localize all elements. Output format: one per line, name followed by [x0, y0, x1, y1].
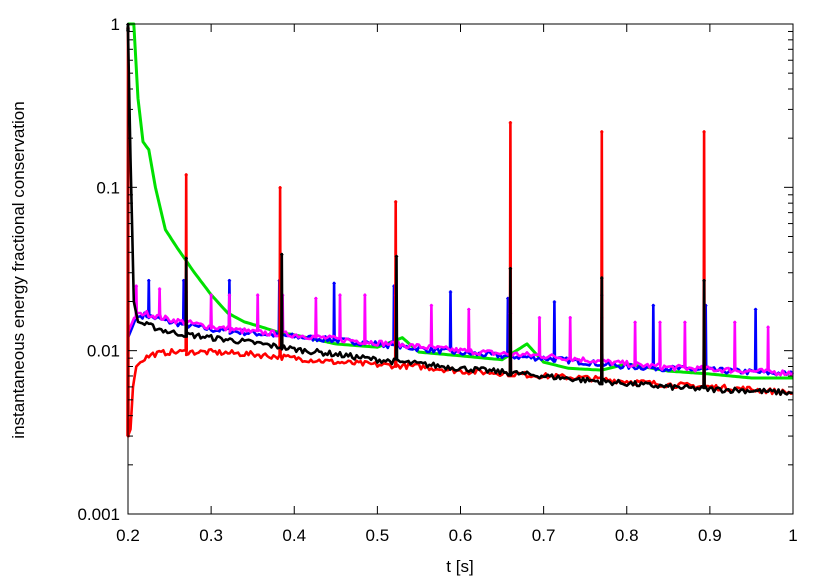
x-tick-label-7: 0.9: [698, 526, 722, 545]
x-tick-label-3: 0.5: [366, 526, 390, 545]
y-tick-label-1: 0.01: [87, 342, 120, 361]
y-tick-label-2: 0.1: [96, 178, 120, 197]
series-line-4: [126, 22, 794, 396]
series-line-3: [126, 26, 794, 438]
series-line-2: [126, 284, 794, 377]
y-axis-title: instantaneous energy fractional conserva…: [9, 101, 28, 438]
x-tick-label-6: 0.8: [615, 526, 639, 545]
x-tick-label-5: 0.7: [532, 526, 556, 545]
ticks-layer: 0.2 0.3 0.4 0.5 0.6 0.7 0.8 0.9 1 0.001 0.01 0.1 1: [77, 15, 797, 545]
x-tick-label-4: 0.6: [449, 526, 473, 545]
y-tick-label-0: 0.001: [77, 505, 120, 524]
x-tick-label-8: 1: [788, 526, 797, 545]
x-tick-label-1: 0.3: [199, 526, 223, 545]
x-tick-label-0: 0.2: [116, 526, 140, 545]
plot-frame: [127, 23, 794, 515]
series-layer: [126, 22, 794, 438]
y-tick-label-3: 1: [111, 15, 120, 34]
x-axis-title: t [s]: [446, 557, 473, 576]
x-tick-label-2: 0.4: [282, 526, 306, 545]
series-line-0: [128, 22, 793, 380]
